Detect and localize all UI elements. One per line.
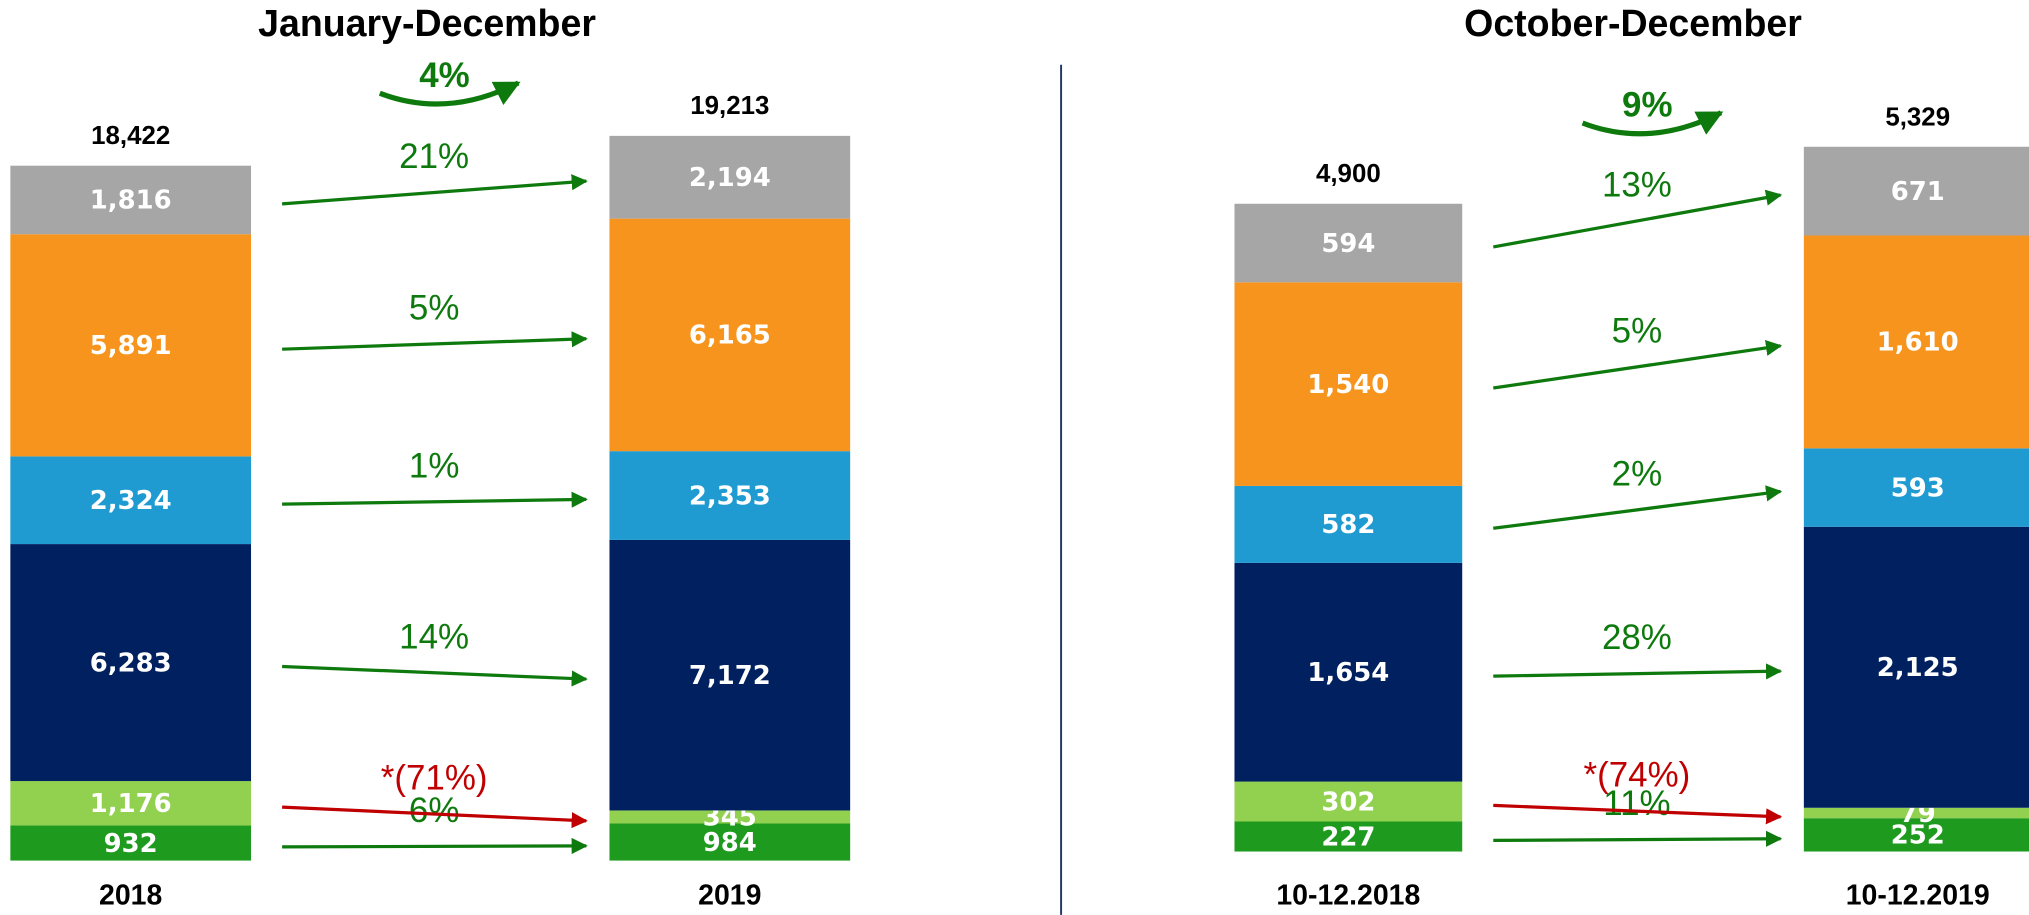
segment-label: 984 xyxy=(703,828,757,858)
bar-segment xyxy=(1234,821,1463,852)
change-label: 5% xyxy=(409,289,459,328)
change-label: 21% xyxy=(399,137,469,176)
x-tick-label: 2018 xyxy=(99,879,162,911)
segment-label: 227 xyxy=(1321,822,1375,852)
segment-label: 594 xyxy=(1321,229,1375,259)
change-arrow xyxy=(282,331,588,351)
bar-segment xyxy=(1803,526,2029,808)
segment-label: 1,816 xyxy=(90,186,172,216)
total-change-arrow xyxy=(1581,110,1724,137)
segment-label: 302 xyxy=(1321,787,1375,817)
bar-segment xyxy=(1234,282,1463,486)
bar-segment xyxy=(1234,485,1463,563)
change-arrow xyxy=(1493,663,1783,680)
total-change-arrow xyxy=(378,80,521,107)
segment-label: 252 xyxy=(1891,821,1945,851)
segment-label: 5,891 xyxy=(90,331,172,361)
change-arrow xyxy=(1493,803,1783,825)
change-label: 2% xyxy=(1612,454,1662,493)
segment-label: 1,176 xyxy=(90,789,172,819)
bar-segment xyxy=(1234,562,1463,782)
total-label: 19,213 xyxy=(690,92,769,120)
bar-segment xyxy=(609,135,851,219)
change-label: 1% xyxy=(409,446,459,485)
bar-segment xyxy=(609,823,851,861)
x-tick-label: 10-12.2019 xyxy=(1846,879,1990,911)
change-label: 6% xyxy=(409,791,459,830)
segment-label: 6,165 xyxy=(689,321,771,351)
segment-label: 932 xyxy=(104,829,158,859)
bar-segment xyxy=(609,539,851,811)
chart-title: January-December xyxy=(258,2,596,44)
change-arrow xyxy=(281,174,588,206)
change-label: 14% xyxy=(399,617,469,656)
bar-segment xyxy=(10,781,252,826)
segment-label: 6,283 xyxy=(90,648,172,678)
change-label: 11% xyxy=(1603,784,1670,823)
change-label: 5% xyxy=(1612,311,1662,350)
segment-label: 1,540 xyxy=(1307,370,1389,400)
bar-segment xyxy=(1234,781,1463,822)
change-arrow xyxy=(1493,339,1783,390)
change-arrow xyxy=(1492,189,1783,249)
total-change-label: 9% xyxy=(1622,86,1672,125)
segment-label: 2,324 xyxy=(90,486,172,516)
total-change-label: 4% xyxy=(419,56,469,95)
segment-label: 1,654 xyxy=(1307,658,1389,688)
segment-label: 671 xyxy=(1891,177,1945,207)
bar-segment xyxy=(1803,146,2029,236)
bar-segment xyxy=(10,825,252,861)
segment-label: 2,194 xyxy=(689,163,771,193)
segment-label: 2,125 xyxy=(1877,653,1959,683)
chart-title: October-December xyxy=(1464,2,1802,44)
segment-label: 593 xyxy=(1891,473,1945,503)
bar-segment xyxy=(1803,807,2029,819)
change-arrow xyxy=(1493,830,1783,847)
bar-segment xyxy=(10,544,252,782)
bar-segment xyxy=(1803,448,2029,527)
change-arrow xyxy=(282,664,588,687)
change-label: 28% xyxy=(1602,618,1672,657)
bar-segment xyxy=(10,234,252,457)
x-tick-label: 10-12.2018 xyxy=(1276,879,1420,911)
x-tick-label: 2019 xyxy=(698,879,761,911)
change-arrow xyxy=(282,491,588,508)
bar-segment xyxy=(10,165,252,235)
bar-segment xyxy=(1234,203,1463,283)
change-arrow xyxy=(282,805,588,829)
change-arrow xyxy=(282,837,588,855)
total-label: 5,329 xyxy=(1885,103,1950,131)
change-label: *(71%) xyxy=(381,759,488,798)
segment-label: 7,172 xyxy=(689,661,771,691)
bar-segment xyxy=(609,451,851,540)
bar-segment xyxy=(609,218,851,452)
segment-label: 1,610 xyxy=(1877,328,1959,358)
change-arrow xyxy=(1493,485,1783,530)
bar-segment xyxy=(609,810,851,824)
total-label: 18,422 xyxy=(91,122,170,150)
change-label: *(74%) xyxy=(1584,756,1691,795)
bar-segment xyxy=(1803,235,2029,449)
bar-segment xyxy=(10,456,252,545)
change-label: 13% xyxy=(1602,166,1672,205)
bar-segment xyxy=(1803,818,2029,852)
segment-label: 582 xyxy=(1321,510,1375,540)
segment-label: 2,353 xyxy=(689,481,771,511)
total-label: 4,900 xyxy=(1316,160,1381,188)
